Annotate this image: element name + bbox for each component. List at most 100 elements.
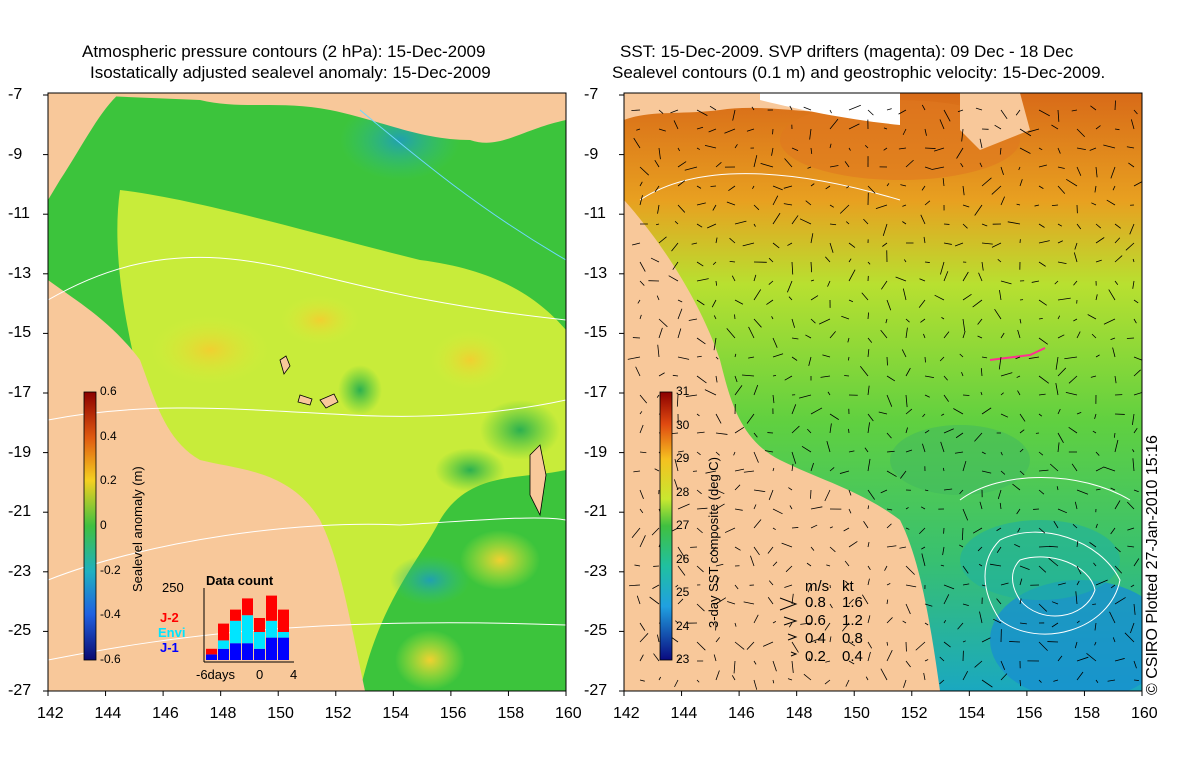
velocity-arrow [824, 489, 831, 502]
velocity-arrow [651, 527, 660, 536]
velocity-arrow [867, 641, 873, 649]
velocity-arrow [867, 505, 870, 510]
speed-legend-header-kt: kt [842, 578, 854, 595]
velocity-arrow [710, 185, 717, 187]
velocity-arrow [1053, 520, 1059, 529]
velocity-arrow [848, 450, 855, 453]
velocity-arrow [1066, 178, 1078, 187]
velocity-arrow [962, 293, 972, 301]
velocity-arrow [1057, 147, 1061, 154]
velocity-arrow [905, 367, 911, 377]
velocity-arrow [806, 562, 812, 567]
velocity-arrow [961, 527, 964, 541]
velocity-arrow [674, 220, 679, 225]
y-tick-label: -19 [8, 443, 32, 461]
velocity-arrow [1114, 223, 1121, 229]
x-tick-label: 146 [728, 705, 755, 722]
velocity-arrow [943, 242, 952, 245]
velocity-arrow [810, 147, 813, 154]
velocity-arrow [637, 299, 641, 304]
velocity-arrow [1094, 185, 1097, 193]
velocity-arrow [960, 162, 964, 168]
velocity-arrow [902, 620, 907, 624]
velocity-arrow [674, 479, 679, 491]
velocity-arrow [688, 318, 698, 321]
velocity-arrow [1114, 500, 1121, 510]
velocity-arrow [845, 580, 850, 586]
velocity-arrow [824, 679, 831, 685]
velocity-arrow [711, 299, 717, 308]
velocity-arrow [1127, 545, 1135, 548]
data-count-ymax: 250 [162, 580, 184, 595]
velocity-arrow [957, 622, 964, 630]
y-tick-label: -27 [584, 682, 608, 699]
velocity-arrow [974, 660, 983, 668]
velocity-arrow [772, 195, 779, 206]
velocity-arrow [766, 299, 774, 305]
velocity-arrow [696, 451, 701, 456]
velocity-arrow [1076, 489, 1089, 495]
velocity-arrow [962, 460, 967, 472]
velocity-arrow [655, 223, 660, 226]
y-tick-label: -13 [584, 264, 608, 282]
velocity-arrow [733, 451, 736, 456]
velocity-arrow [962, 565, 969, 574]
velocity-arrow [924, 622, 929, 626]
velocity-arrow [753, 223, 756, 227]
velocity-arrow [1038, 641, 1048, 651]
velocity-arrow [1038, 565, 1047, 573]
velocity-arrow [864, 447, 869, 453]
velocity-arrow [918, 299, 926, 308]
velocity-arrow [1057, 334, 1065, 339]
velocity-arrow [1072, 524, 1078, 529]
velocity-arrow [696, 641, 706, 651]
velocity-arrow [867, 458, 871, 472]
velocity-arrow [848, 299, 854, 303]
velocity-arrow [1051, 622, 1059, 628]
velocity-arrow [1089, 147, 1097, 151]
velocity-arrow [808, 657, 812, 662]
velocity-arrow [1128, 162, 1135, 168]
velocity-arrow [639, 195, 643, 206]
velocity-arrow [1015, 109, 1021, 116]
velocity-arrow [741, 374, 755, 377]
velocity-arrow [1076, 656, 1089, 662]
velocity-arrow [1095, 451, 1100, 456]
sla-colorbar-tick: 0.2 [100, 473, 117, 488]
velocity-arrow [1000, 660, 1006, 670]
x-tick-label: 146 [152, 705, 179, 722]
velocity-arrow [803, 673, 812, 681]
velocity-arrow [675, 620, 679, 624]
velocity-arrow [1074, 641, 1078, 649]
velocity-arrow [921, 185, 926, 191]
velocity-arrow [1095, 259, 1102, 263]
velocity-arrow [696, 679, 700, 683]
y-tick-label: -27 [8, 682, 32, 699]
velocity-arrow [1073, 318, 1078, 322]
velocity-arrow [668, 275, 679, 282]
velocity-arrow [654, 159, 660, 168]
velocity-arrow [676, 394, 679, 407]
velocity-arrow [768, 257, 774, 263]
velocity-arrow [696, 355, 702, 358]
velocity-arrow [810, 524, 818, 529]
velocity-arrow [953, 408, 964, 415]
x-tick-label: 152 [324, 705, 352, 722]
velocity-arrow [903, 259, 907, 263]
velocity-arrow [753, 519, 762, 529]
velocity-arrow [845, 679, 850, 687]
velocity-arrow [898, 109, 907, 115]
velocity-arrow [1095, 237, 1105, 244]
velocity-arrow [772, 508, 783, 515]
velocity-arrow [696, 109, 708, 116]
velocity-arrow [1112, 185, 1116, 191]
velocity-arrow [1019, 179, 1023, 187]
velocity-arrow [1019, 448, 1024, 453]
velocity-arrow [799, 394, 812, 399]
velocity-arrow [653, 653, 660, 662]
velocity-arrow [1017, 527, 1021, 533]
velocity-arrow [743, 470, 755, 473]
velocity-arrow [746, 128, 755, 132]
velocity-arrow [981, 261, 984, 271]
